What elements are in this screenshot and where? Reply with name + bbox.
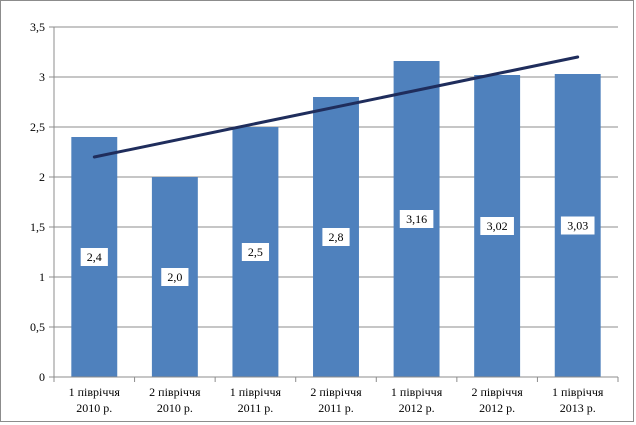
x-tick-label: 2010 р. (157, 401, 193, 415)
data-label-box (399, 210, 434, 228)
trendline (92, 55, 580, 159)
x-tick-label: 2011 р. (238, 401, 274, 415)
data-label-box (480, 217, 514, 235)
y-tick-label: 0,5 (30, 320, 45, 334)
axes: 0 0,5 1 1,5 2 2,5 3 3,5 1 півріччя 2010 р. 2 піврі… (30, 20, 619, 415)
x-tick-label: 2012 р. (479, 401, 515, 415)
data-label-box (241, 243, 270, 261)
data-label: 3,03 (567, 219, 588, 233)
data-label: 2,8 (329, 230, 344, 244)
data-label: 2,0 (167, 270, 182, 284)
y-tick-label: 3,5 (30, 20, 45, 34)
data-label: 2,4 (87, 250, 102, 264)
x-tick-label: 1 півріччя (391, 385, 443, 399)
x-tick-label: 2 півріччя (310, 385, 362, 399)
data-label-box (322, 228, 350, 246)
x-tick-label: 2012 р. (399, 401, 435, 415)
x-tick-label: 2010 р. (76, 401, 112, 415)
data-labels: 2,4 2,0 2,5 2,8 3,16 3,02 3,03 (80, 210, 595, 286)
y-tick-label: 2 (39, 170, 45, 184)
data-label-box (161, 268, 189, 286)
x-tick-label: 2 півріччя (471, 385, 523, 399)
y-tick-label: 0 (39, 370, 45, 384)
x-tick-label: 1 півріччя (230, 385, 282, 399)
y-tick-label: 1 (39, 270, 45, 284)
trend-line (92, 55, 580, 159)
y-tick-label: 1,5 (30, 220, 45, 234)
data-label: 3,02 (487, 219, 508, 233)
x-tick-label: 1 півріччя (69, 385, 121, 399)
data-label: 2,5 (248, 245, 263, 259)
data-label-box (80, 248, 108, 266)
y-tick-label: 2,5 (30, 120, 45, 134)
x-tick-label: 1 півріччя (552, 385, 604, 399)
data-label: 3,16 (406, 212, 427, 226)
x-tick-label: 2011 р. (318, 401, 354, 415)
x-tick-label: 2013 р. (560, 401, 596, 415)
x-tick-label: 2 півріччя (149, 385, 201, 399)
data-label-box (560, 216, 595, 235)
y-tick-label: 3 (39, 70, 45, 84)
